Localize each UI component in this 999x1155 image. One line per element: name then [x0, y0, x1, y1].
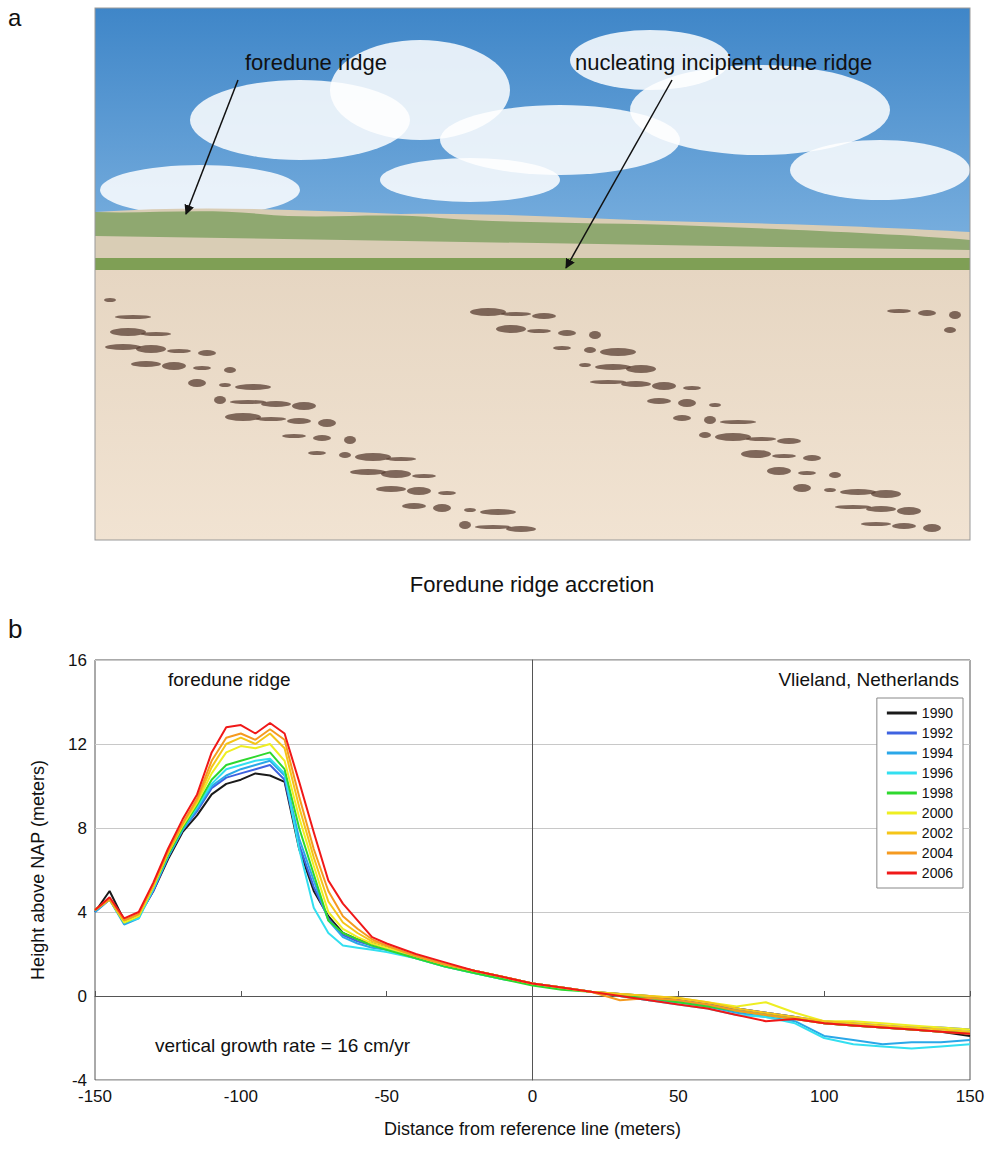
- svg-text:b: b: [8, 614, 22, 644]
- svg-text:1992: 1992: [922, 725, 953, 741]
- svg-text:Foredune ridge accretion: Foredune ridge accretion: [410, 572, 655, 597]
- svg-text:foredune ridge: foredune ridge: [168, 669, 291, 690]
- svg-text:150: 150: [956, 1087, 984, 1106]
- svg-text:1990: 1990: [922, 705, 953, 721]
- svg-text:-4: -4: [71, 1070, 87, 1090]
- svg-text:100: 100: [810, 1087, 838, 1106]
- svg-text:16: 16: [68, 651, 87, 670]
- svg-text:Distance from reference line (: Distance from reference line (meters): [384, 1119, 681, 1139]
- svg-text:50: 50: [669, 1087, 688, 1106]
- svg-text:-100: -100: [224, 1087, 258, 1106]
- svg-text:2006: 2006: [922, 865, 953, 881]
- svg-text:2004: 2004: [922, 845, 953, 861]
- svg-text:12: 12: [68, 735, 87, 754]
- svg-text:0: 0: [78, 987, 87, 1006]
- svg-text:-50: -50: [374, 1087, 399, 1106]
- svg-text:0: 0: [528, 1087, 537, 1106]
- svg-text:1994: 1994: [922, 745, 953, 761]
- svg-text:4: 4: [78, 903, 87, 922]
- svg-text:foredune ridge: foredune ridge: [245, 50, 387, 75]
- svg-text:a: a: [8, 4, 22, 31]
- svg-text:1996: 1996: [922, 765, 953, 781]
- svg-text:1998: 1998: [922, 785, 953, 801]
- svg-text:2000: 2000: [922, 805, 953, 821]
- svg-text:-150: -150: [78, 1087, 112, 1106]
- svg-text:vertical growth rate = 16 cm/y: vertical growth rate = 16 cm/yr: [155, 1035, 411, 1056]
- svg-text:8: 8: [78, 819, 87, 838]
- svg-text:2002: 2002: [922, 825, 953, 841]
- svg-text:Height above NAP (meters): Height above NAP (meters): [28, 760, 48, 980]
- svg-text:Vlieland, Netherlands: Vlieland, Netherlands: [778, 669, 959, 690]
- svg-text:nucleating incipient dune ridg: nucleating incipient dune ridge: [575, 50, 872, 75]
